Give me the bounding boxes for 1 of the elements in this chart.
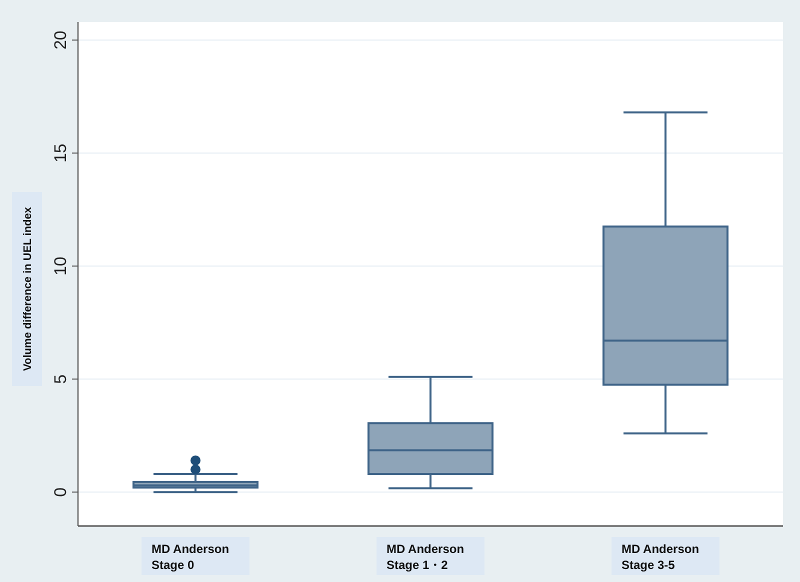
ylabel: Volume difference in UEL index [22,206,34,372]
